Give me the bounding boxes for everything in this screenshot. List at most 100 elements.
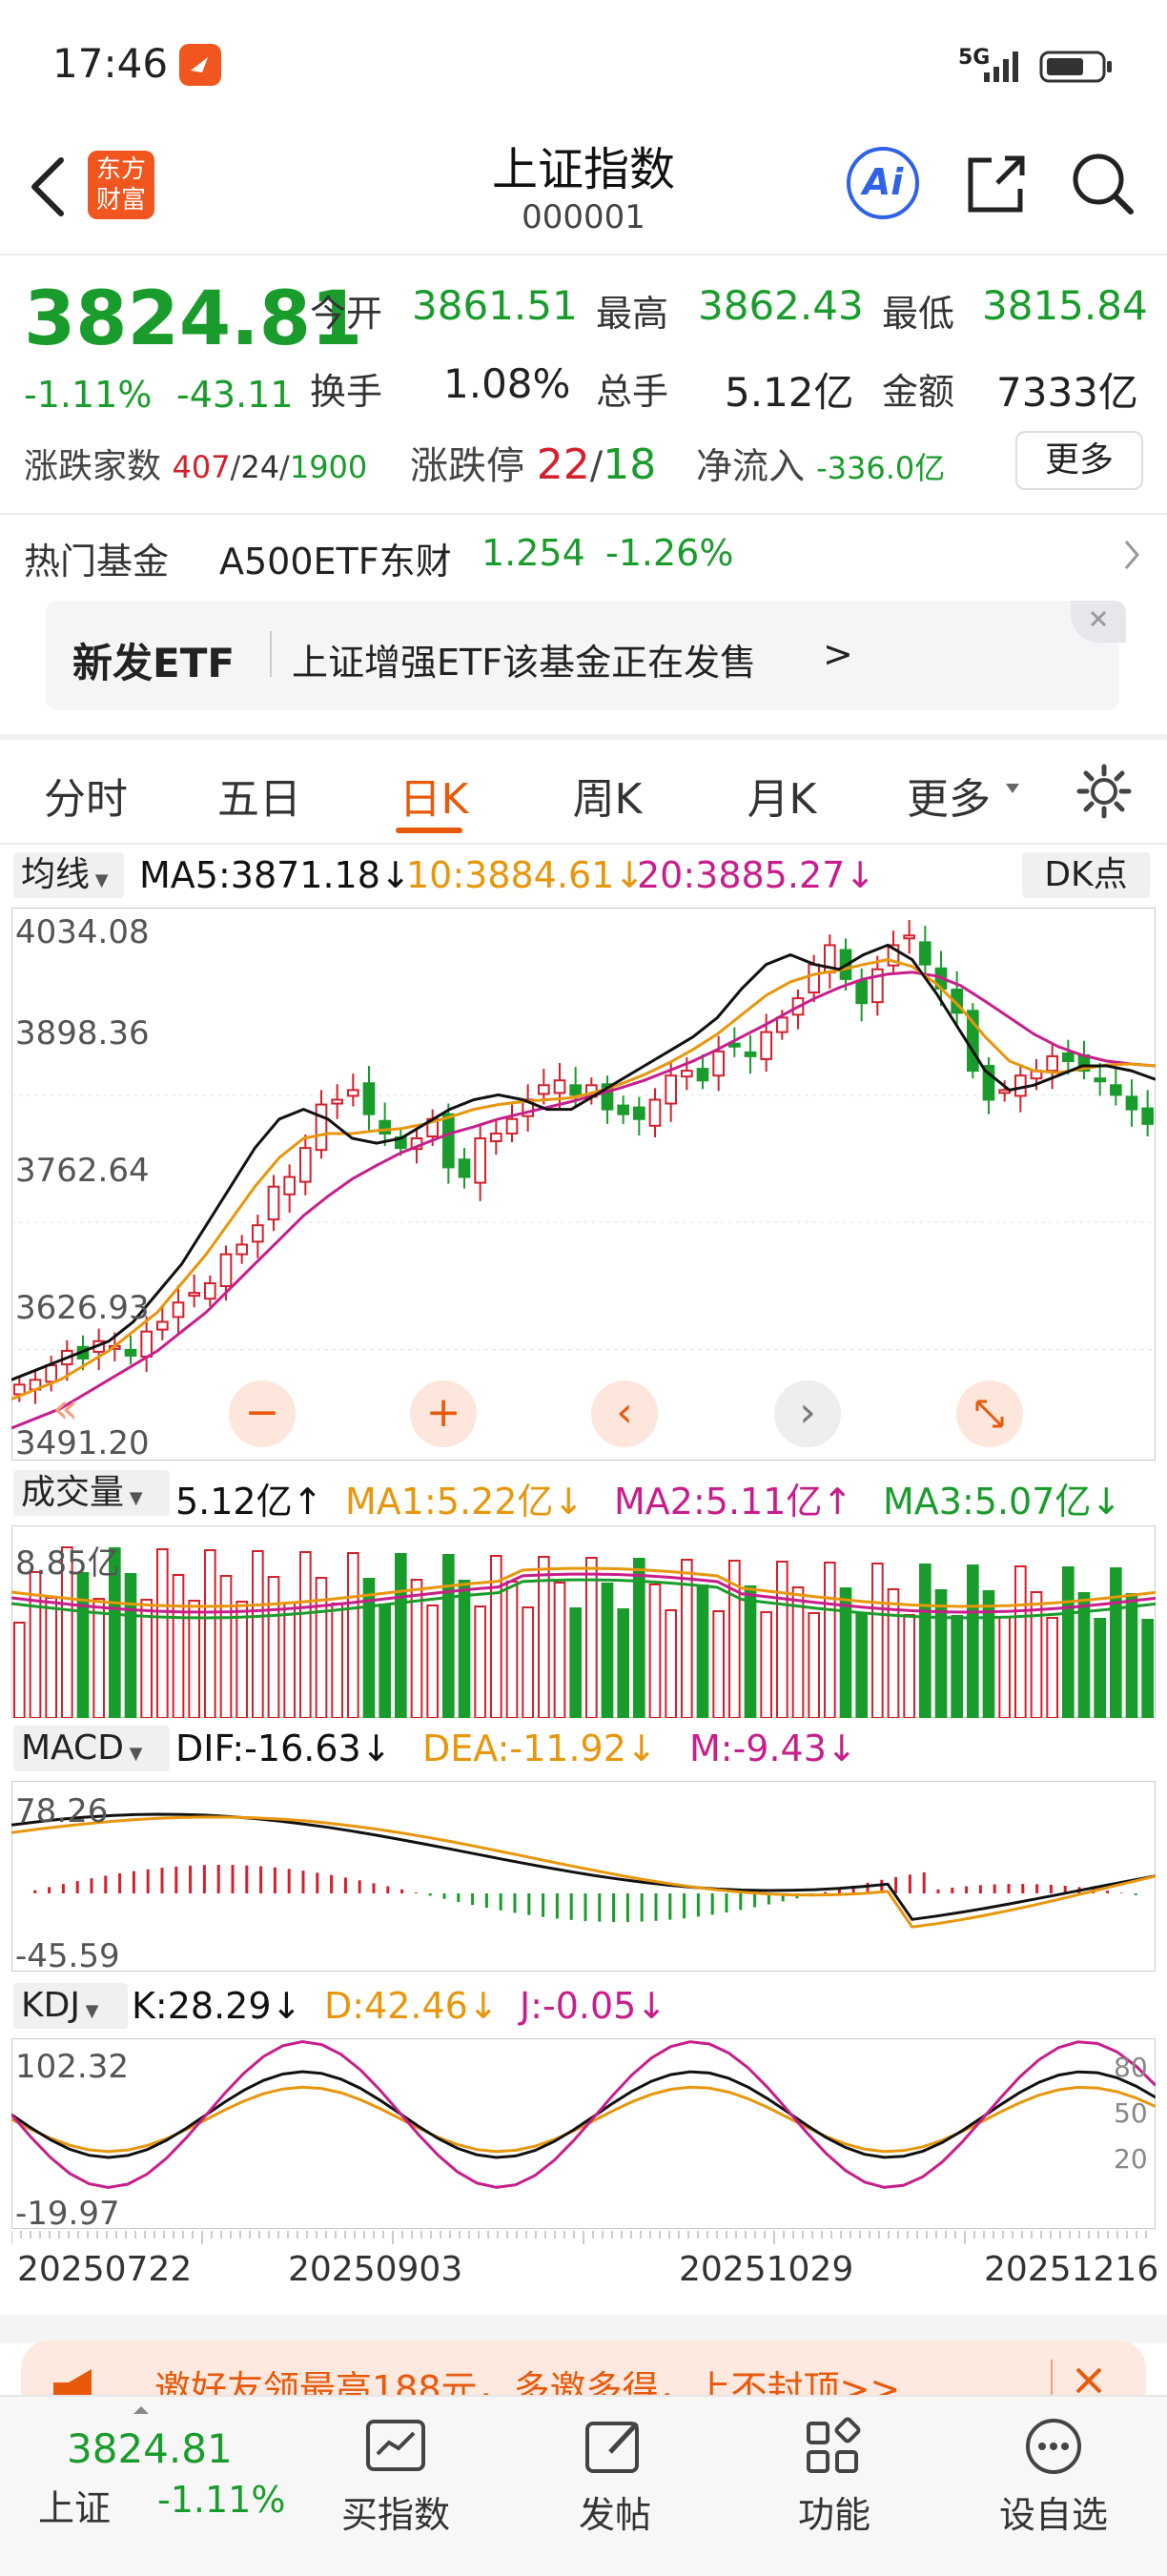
candle-body [728,1042,741,1048]
app-notification-icon [179,44,221,86]
candle-body [362,1082,376,1115]
macd-chart[interactable] [11,1781,1156,1972]
close-banner-button[interactable] [1071,601,1126,643]
tab-daily-k[interactable]: 日K [399,775,469,824]
change-percent: -1.11% [24,374,153,416]
candle-body [379,1119,392,1135]
tab-weekly-k[interactable]: 周K [572,775,643,824]
kdj-d-legend: D:42.46↓ [324,1985,499,2027]
volume-bar [681,1559,693,1718]
collapse-caret-icon[interactable] [132,2404,151,2416]
volume-bar [442,1554,455,1718]
share-button[interactable] [963,151,1030,221]
more-quote-button[interactable]: 更多 [1015,431,1143,490]
macd-selector[interactable]: MACD ▼ [13,1726,170,1771]
dk-point-button[interactable]: DK点 [1022,852,1150,898]
dk-point-label: DK点 [1044,855,1128,894]
gear-icon[interactable] [1075,763,1133,820]
volume-selector[interactable]: 成交量 ▼ [13,1470,170,1516]
candle-body [553,1079,566,1094]
scroll-right-button[interactable]: › [774,1380,841,1447]
ai-button[interactable]: Ai [847,147,919,219]
kdj-j-line [11,2039,1156,2190]
volume-bar [124,1573,137,1718]
candle-body [347,1089,359,1097]
price-axis-3: 3762.64 [15,1152,150,1190]
macd-axis-bottom: -45.59 [15,1937,120,1975]
candle-body [760,1031,772,1060]
volume-bar [791,1586,805,1718]
candle-body [235,1243,248,1256]
tab-monthly-k[interactable]: 月K [747,775,817,824]
nav-index-name: 上证 [38,2487,112,2529]
volume-bar [728,1560,741,1718]
dropdown-triangle-icon [1006,784,1019,793]
volume-bar [967,1564,979,1718]
volume-label: 总手 [596,371,669,413]
kdj-chart[interactable] [11,2038,1156,2229]
search-button[interactable] [1070,151,1136,221]
candle-body [283,1176,297,1196]
tab-intraday[interactable]: 分时 [44,775,128,824]
volume-bar [760,1611,772,1718]
volume-frame [11,1525,1156,1718]
close-promo-icon[interactable] [1070,2361,1108,2400]
hot-fund-row[interactable]: 热门基金 A500ETF东财 1.254 -1.26% [0,515,1167,591]
dea-legend: DEA:-11.92↓ [422,1728,657,1769]
limit-down: 18 [603,440,657,489]
volume-chart[interactable] [11,1525,1156,1718]
zoom-in-button[interactable]: + [410,1380,477,1447]
ma-selector[interactable]: 均线 ▼ [13,852,124,898]
tab-five-day[interactable]: 五日 [217,775,301,824]
candlestick-chart[interactable] [11,908,1156,1461]
nav-add-watchlist[interactable]: 设自选 [982,2416,1125,2538]
ma5-legend: MA5:3871.18↓ [139,854,411,896]
scroll-left-button[interactable]: ‹ [591,1380,658,1447]
volume-bar [172,1574,185,1718]
candle-body [1062,1052,1075,1062]
candle-body [124,1348,137,1357]
nav-change: -1.11% [157,2479,286,2521]
tab-more[interactable]: 更多 [907,775,991,824]
volume-bar [839,1587,852,1718]
high-label: 最高 [596,293,669,335]
zoom-out-button[interactable]: − [229,1380,296,1447]
volume-bar [283,1602,297,1718]
chevron-right-icon [1124,541,1139,569]
kdj-selector[interactable]: KDJ ▼ [13,1983,128,2029]
turnover-value: 1.08% [443,360,571,407]
fullscreen-button[interactable] [956,1380,1023,1447]
candle-body [219,1253,233,1288]
volume-bar [998,1616,1012,1718]
candle-body [1094,1077,1107,1083]
nav-buy-index-label: 买指数 [340,2494,450,2536]
open-value: 3861.51 [412,282,578,329]
vol-ma1-legend: MA1:5.22亿↓ [345,1481,584,1523]
low-value: 3815.84 [982,282,1148,329]
volume-bar [633,1558,645,1718]
nav-post[interactable]: 发帖 [543,2416,686,2538]
volume-bar [824,1562,836,1718]
scroll-start-button[interactable]: « [52,1384,78,1433]
candle-body [13,1383,26,1396]
volume-bar [951,1615,963,1718]
volume-legend: 5.12亿↑ [175,1481,323,1523]
candle-body [871,968,884,1004]
nav-functions[interactable]: 功能 [763,2416,906,2538]
candle-body [204,1281,216,1300]
network-type: 5G [958,46,991,70]
candle-body [633,1106,645,1120]
price-axis-5: 3491.20 [15,1424,150,1462]
back-button[interactable] [21,153,78,219]
volume-bar [267,1576,280,1718]
volume-bar [648,1584,662,1718]
macd-selector-label: MACD [21,1728,124,1768]
etf-banner[interactable]: 新发ETF 上证增强ETF该基金正在发售 > [46,601,1119,710]
volume-bar [665,1609,677,1718]
chart-trend-icon [366,2420,425,2471]
volume-bar [362,1578,376,1718]
active-tab-indicator [396,828,462,833]
candle-body [617,1104,629,1115]
nav-buy-index[interactable]: 买指数 [324,2416,467,2538]
kdj-ref-80: 80 [1114,2052,1148,2083]
